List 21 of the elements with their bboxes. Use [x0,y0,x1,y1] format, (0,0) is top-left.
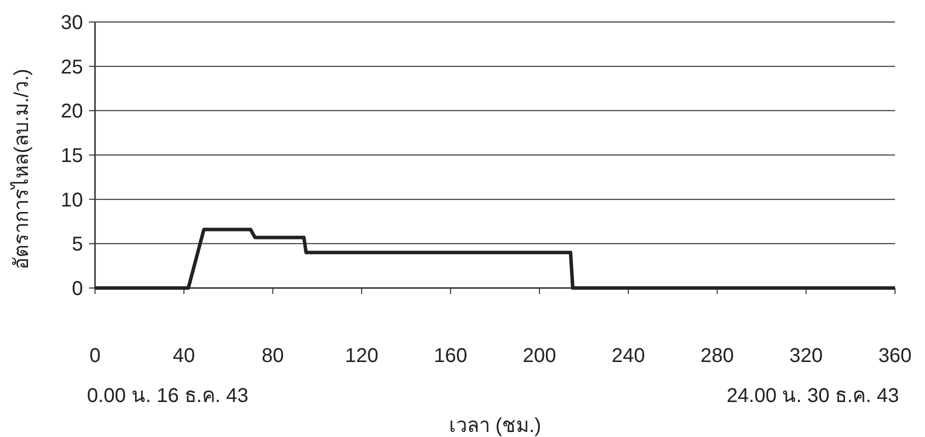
y-tick-label: 20 [60,100,83,123]
y-tick-label: 15 [60,145,83,167]
x-tick-label: 120 [344,345,378,367]
text: 24.00 น. 30 ธ.ค. 43 [726,385,899,407]
x-tick-label: 360 [878,345,912,367]
x-tick-label: 40 [172,345,196,367]
x-tick-label: 280 [700,345,734,367]
y-tick-label: 25 [60,56,83,78]
y-tick-label: 5 [72,234,83,256]
x-tick-label: 320 [789,345,823,367]
x-tick-label: 240 [612,345,646,367]
y-tick-label: 10 [60,189,83,212]
x-tick-label: 80 [262,345,284,367]
x-axis-title: เวลา (ชม.) [448,415,542,437]
x-tick-label: 0 [89,345,101,367]
x-tick-label: 200 [522,345,556,367]
y-axis-title: อัตราการไหล(ลบ.ม./ว.) [10,68,33,270]
text: 0.00 น. 16 ธ.ค. 43 [87,385,248,407]
x-tick-label: 160 [434,345,468,367]
y-tick-label: 0 [72,278,83,300]
y-tick-label: 30 [60,12,83,34]
